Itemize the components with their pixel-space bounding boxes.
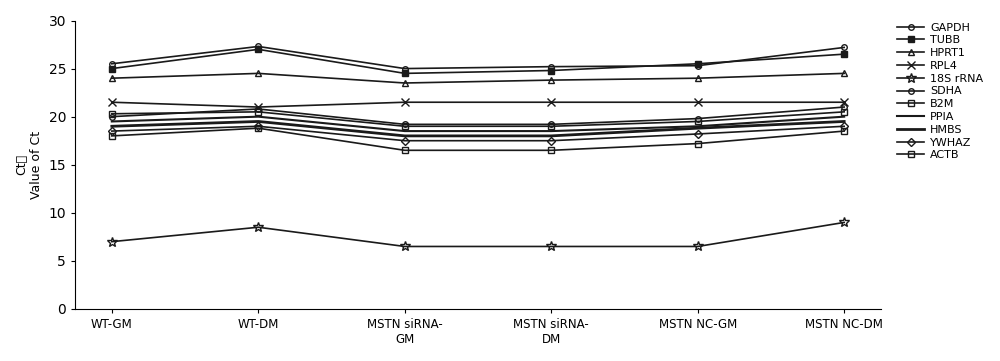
ACTB xyxy=(838,129,850,133)
SDHA xyxy=(692,116,704,121)
TUBB xyxy=(252,47,264,52)
18S rRNA xyxy=(252,225,264,229)
Line: TUBB: TUBB xyxy=(109,47,847,76)
TUBB xyxy=(545,68,557,73)
GAPDH xyxy=(252,44,264,49)
Legend: GAPDH, TUBB, HPRT1, RPL4, 18S rRNA, SDHA, B2M, PPIA, HMBS, YWHAZ, ACTB: GAPDH, TUBB, HPRT1, RPL4, 18S rRNA, SDHA… xyxy=(894,20,985,162)
18S rRNA xyxy=(545,244,557,249)
Y-axis label: Ct值
Value of Ct: Ct值 Value of Ct xyxy=(15,131,43,199)
B2M xyxy=(252,110,264,114)
ACTB xyxy=(692,142,704,146)
Line: SDHA: SDHA xyxy=(109,104,847,127)
RPL4 xyxy=(106,100,118,104)
ACTB xyxy=(106,134,118,138)
HMBS xyxy=(545,134,557,138)
PPIA xyxy=(692,124,704,129)
Line: HMBS: HMBS xyxy=(112,121,844,136)
SDHA xyxy=(252,107,264,111)
ACTB xyxy=(545,148,557,152)
YWHAZ xyxy=(838,124,850,129)
SDHA xyxy=(106,114,118,119)
RPL4 xyxy=(399,100,411,104)
18S rRNA xyxy=(106,239,118,244)
GAPDH xyxy=(838,45,850,49)
GAPDH xyxy=(106,62,118,66)
HMBS xyxy=(399,134,411,138)
RPL4 xyxy=(252,105,264,109)
PPIA xyxy=(545,129,557,133)
HMBS xyxy=(252,119,264,123)
18S rRNA xyxy=(399,244,411,249)
HMBS xyxy=(838,119,850,123)
B2M xyxy=(399,124,411,129)
GAPDH xyxy=(545,65,557,69)
Line: PPIA: PPIA xyxy=(112,117,844,131)
GAPDH xyxy=(692,64,704,68)
SDHA xyxy=(838,105,850,109)
HPRT1 xyxy=(692,76,704,81)
B2M xyxy=(838,110,850,114)
18S rRNA xyxy=(838,220,850,225)
RPL4 xyxy=(545,100,557,104)
HPRT1 xyxy=(106,76,118,81)
SDHA xyxy=(545,122,557,126)
PPIA xyxy=(399,129,411,133)
Line: RPL4: RPL4 xyxy=(108,98,848,111)
YWHAZ xyxy=(545,139,557,143)
PPIA xyxy=(838,114,850,119)
HPRT1 xyxy=(399,81,411,85)
Line: GAPDH: GAPDH xyxy=(109,44,847,71)
YWHAZ xyxy=(252,124,264,129)
HPRT1 xyxy=(838,71,850,75)
TUBB xyxy=(838,52,850,56)
Line: HPRT1: HPRT1 xyxy=(108,70,848,87)
GAPDH xyxy=(399,66,411,71)
YWHAZ xyxy=(692,132,704,136)
YWHAZ xyxy=(399,139,411,143)
ACTB xyxy=(252,126,264,130)
YWHAZ xyxy=(106,129,118,133)
PPIA xyxy=(252,114,264,119)
B2M xyxy=(545,124,557,129)
Line: B2M: B2M xyxy=(109,109,847,129)
RPL4 xyxy=(692,100,704,104)
B2M xyxy=(692,119,704,123)
HPRT1 xyxy=(252,71,264,75)
Line: ACTB: ACTB xyxy=(109,125,847,153)
TUBB xyxy=(106,66,118,71)
Line: YWHAZ: YWHAZ xyxy=(109,123,847,143)
ACTB xyxy=(399,148,411,152)
TUBB xyxy=(692,62,704,66)
Line: 18S rRNA: 18S rRNA xyxy=(107,218,849,251)
18S rRNA xyxy=(692,244,704,249)
PPIA xyxy=(106,119,118,123)
HMBS xyxy=(106,124,118,129)
HPRT1 xyxy=(545,78,557,82)
SDHA xyxy=(399,122,411,126)
RPL4 xyxy=(838,100,850,104)
TUBB xyxy=(399,71,411,75)
B2M xyxy=(106,112,118,116)
HMBS xyxy=(692,126,704,130)
